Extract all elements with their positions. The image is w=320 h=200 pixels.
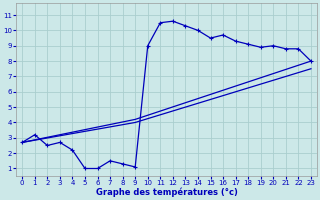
X-axis label: Graphe des températures (°c): Graphe des températures (°c) [96, 188, 237, 197]
